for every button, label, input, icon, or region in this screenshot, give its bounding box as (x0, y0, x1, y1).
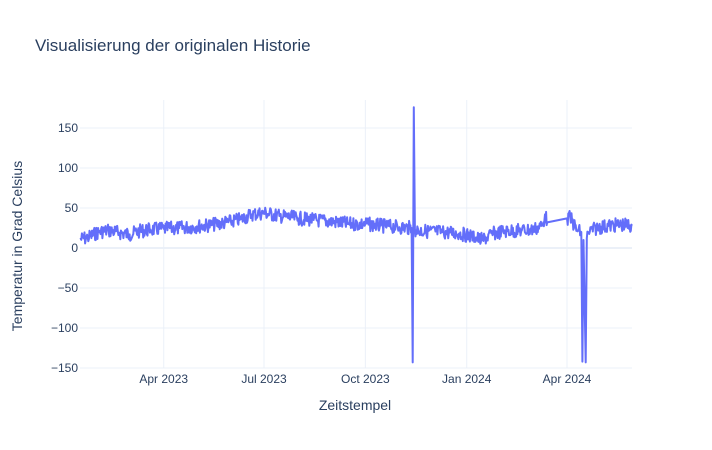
x-tick-label: Oct 2023 (341, 372, 390, 386)
y-tick-label: 0 (71, 241, 78, 255)
y-axis-title: Temperatur in Grad Celsius (9, 161, 25, 331)
y-tick-label: −50 (58, 281, 79, 295)
x-tick-label: Apr 2023 (139, 372, 188, 386)
series-layer (79, 106, 633, 364)
y-tick-labels: 150 100 50 0 −50 −100 −150 (51, 121, 78, 375)
x-tick-label: Apr 2024 (543, 372, 592, 386)
x-tick-label: Jan 2024 (442, 372, 492, 386)
series-line (79, 106, 633, 364)
y-tick-label: 50 (65, 201, 79, 215)
x-axis-title: Zeitstempel (319, 397, 391, 413)
x-tick-label: Jul 2023 (241, 372, 287, 386)
y-tick-label: −100 (51, 321, 78, 335)
y-tick-label: 100 (58, 161, 78, 175)
y-tick-label: −150 (51, 361, 78, 375)
chart-title: Visualisierung der originalen Historie (35, 36, 311, 55)
grid-layer (80, 100, 632, 369)
y-tick-label: 150 (58, 121, 78, 135)
x-tick-labels: Apr 2023 Jul 2023 Oct 2023 Jan 2024 Apr 2024 (139, 372, 591, 386)
